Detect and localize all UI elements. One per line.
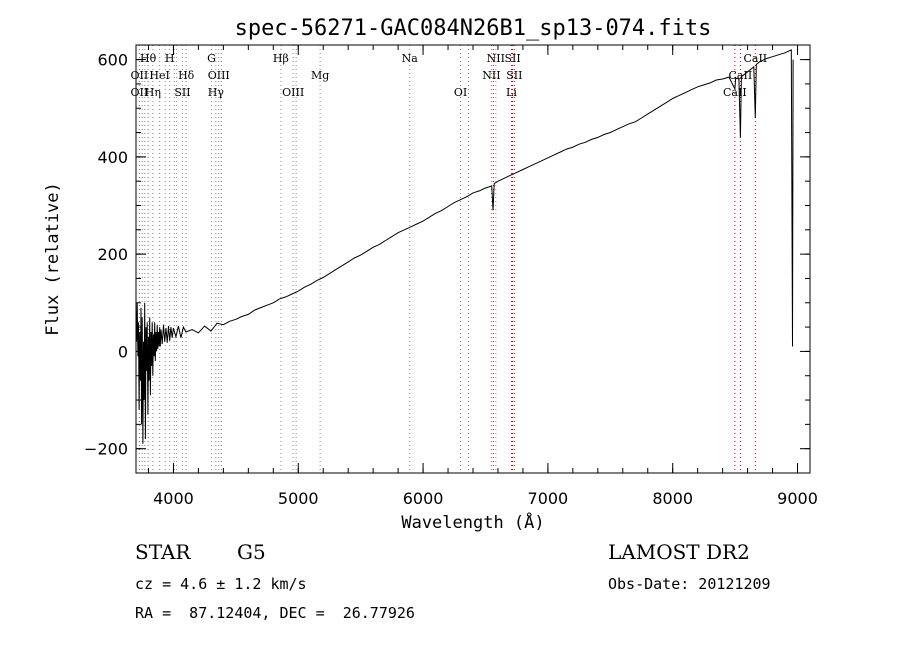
spectral-line-label: OIII (282, 86, 304, 99)
object-subclass: G5 (237, 540, 266, 564)
spectral-line-markers (138, 45, 756, 473)
x-tick-label: 5000 (278, 489, 319, 508)
plot-frame (135, 44, 811, 474)
spectral-line-label: CaII (743, 52, 767, 65)
x-tick-label: 4000 (153, 489, 194, 508)
spectral-line-label: Hη (145, 86, 161, 99)
spectral-line-label: Hδ (178, 69, 195, 82)
spectral-line-label: Hθ (140, 52, 157, 65)
observation-date: Obs-Date: 20121209 (608, 575, 771, 593)
spectral-line-label: Mg (311, 69, 329, 82)
x-tick-label: 6000 (403, 489, 444, 508)
y-tick-label: 600 (97, 51, 128, 70)
y-axis-label: Flux (relative) (43, 182, 63, 336)
spectral-line-label: OII (131, 69, 149, 82)
spectral-line-label: OI (454, 86, 467, 99)
axis-ticks (136, 45, 810, 474)
y-tick-label: 200 (97, 245, 128, 264)
spectral-line-label: SII (174, 86, 190, 99)
spectral-line-label: Hγ (208, 86, 225, 99)
spectral-line-label: Li (506, 86, 517, 99)
y-tick-label: 0 (118, 342, 128, 361)
spectral-line-label: SII (506, 69, 522, 82)
x-axis-label: Wavelength (Å) (401, 511, 544, 533)
spectral-line-label: HeI (149, 69, 169, 82)
redshift-velocity: cz = 4.6 ± 1.2 km/s (135, 575, 307, 593)
coordinates: RA = 87.12404, DEC = 26.77926 (135, 604, 415, 622)
spectral-line-label: H (165, 52, 175, 65)
spectral-line-label: Hβ (273, 52, 289, 65)
spectral-line-label: Na (402, 52, 419, 65)
spectral-line-label: OIII (208, 69, 230, 82)
chart-title: spec-56271-GAC084N26B1_sp13-074.fits (235, 16, 712, 41)
spectral-line-label: NII (487, 52, 505, 65)
spectral-line-label: G (207, 52, 216, 65)
y-tick-labels: −200 0 200 400 600 (84, 51, 128, 459)
y-tick-label: −200 (84, 440, 128, 459)
y-tick-label: 400 (97, 148, 128, 167)
x-tick-label: 8000 (652, 489, 693, 508)
spectrum-line (135, 49, 794, 444)
spectral-line-label: OII (131, 86, 149, 99)
survey-name: LAMOST DR2 (608, 540, 750, 564)
spectral-line-label: NII (482, 69, 500, 82)
object-class: STAR (135, 540, 191, 564)
x-tick-labels: 4000 5000 6000 7000 8000 9000 (153, 489, 818, 508)
x-tick-label: 7000 (528, 489, 569, 508)
spectral-line-label: SII (504, 52, 520, 65)
x-tick-label: 9000 (777, 489, 818, 508)
